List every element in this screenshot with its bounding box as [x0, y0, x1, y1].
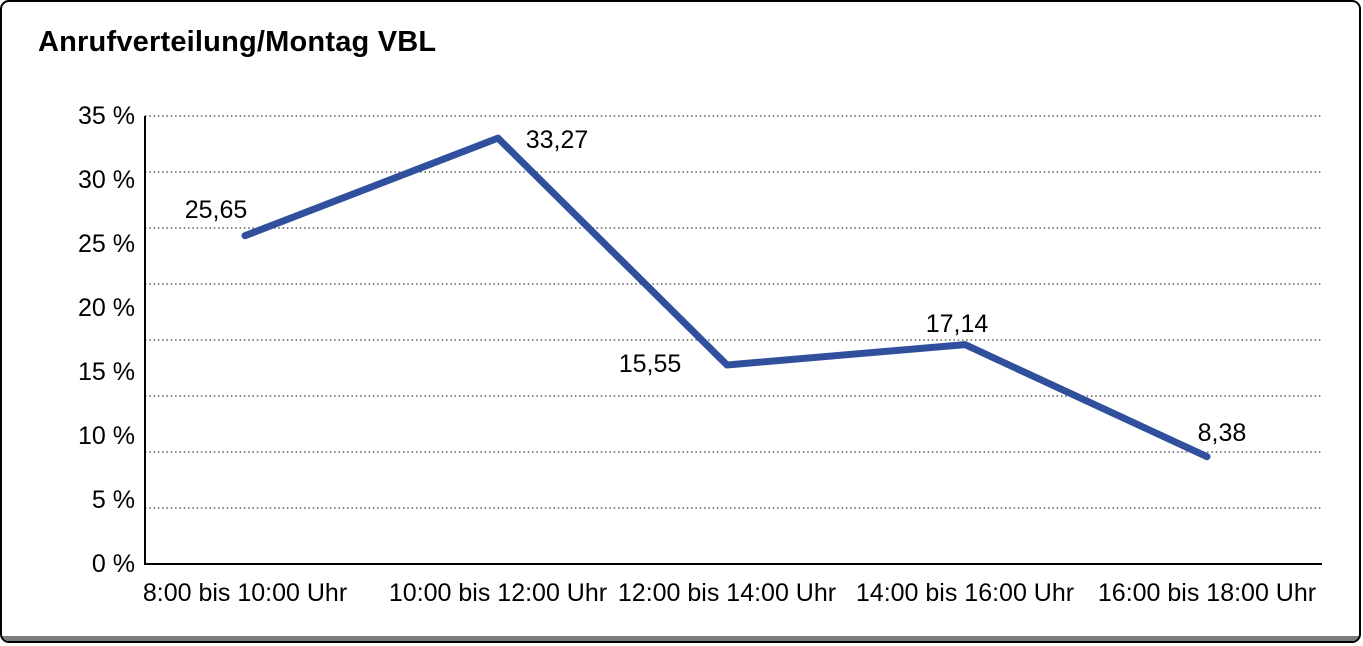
y-axis-tick-label: 10 % [78, 422, 135, 450]
y-axis-tick-label: 15 % [78, 358, 135, 386]
data-point-label: 15,55 [618, 349, 682, 378]
data-point-label: 8,38 [1197, 418, 1247, 447]
x-axis-category-label: 16:00 bis 18:00 Uhr [1097, 579, 1317, 607]
bottom-edge-strip [2, 636, 1359, 641]
chart-title: Anrufverteilung/Montag VBL [38, 26, 437, 58]
data-point-label: 33,27 [525, 126, 589, 155]
y-axis-tick-label: 25 % [78, 230, 135, 258]
y-axis-tick-label: 20 % [78, 294, 135, 322]
series-line [241, 134, 1211, 461]
x-axis-category-label: 10:00 bis 12:00 Uhr [388, 579, 608, 607]
y-axis-tick-label: 5 % [91, 486, 135, 514]
x-axis-category-label: 12:00 bis 14:00 Uhr [617, 579, 837, 607]
data-point-label: 25,65 [184, 195, 248, 224]
x-axis-category-label: 8:00 bis 10:00 Uhr [142, 579, 348, 607]
y-axis-tick-label: 35 % [78, 102, 135, 130]
x-axis-category-label: 14:00 bis 16:00 Uhr [855, 579, 1075, 607]
data-point-label: 17,14 [925, 309, 989, 338]
y-axis-tick-label: 0 % [91, 550, 135, 578]
y-axis-tick-label: 30 % [78, 166, 135, 194]
